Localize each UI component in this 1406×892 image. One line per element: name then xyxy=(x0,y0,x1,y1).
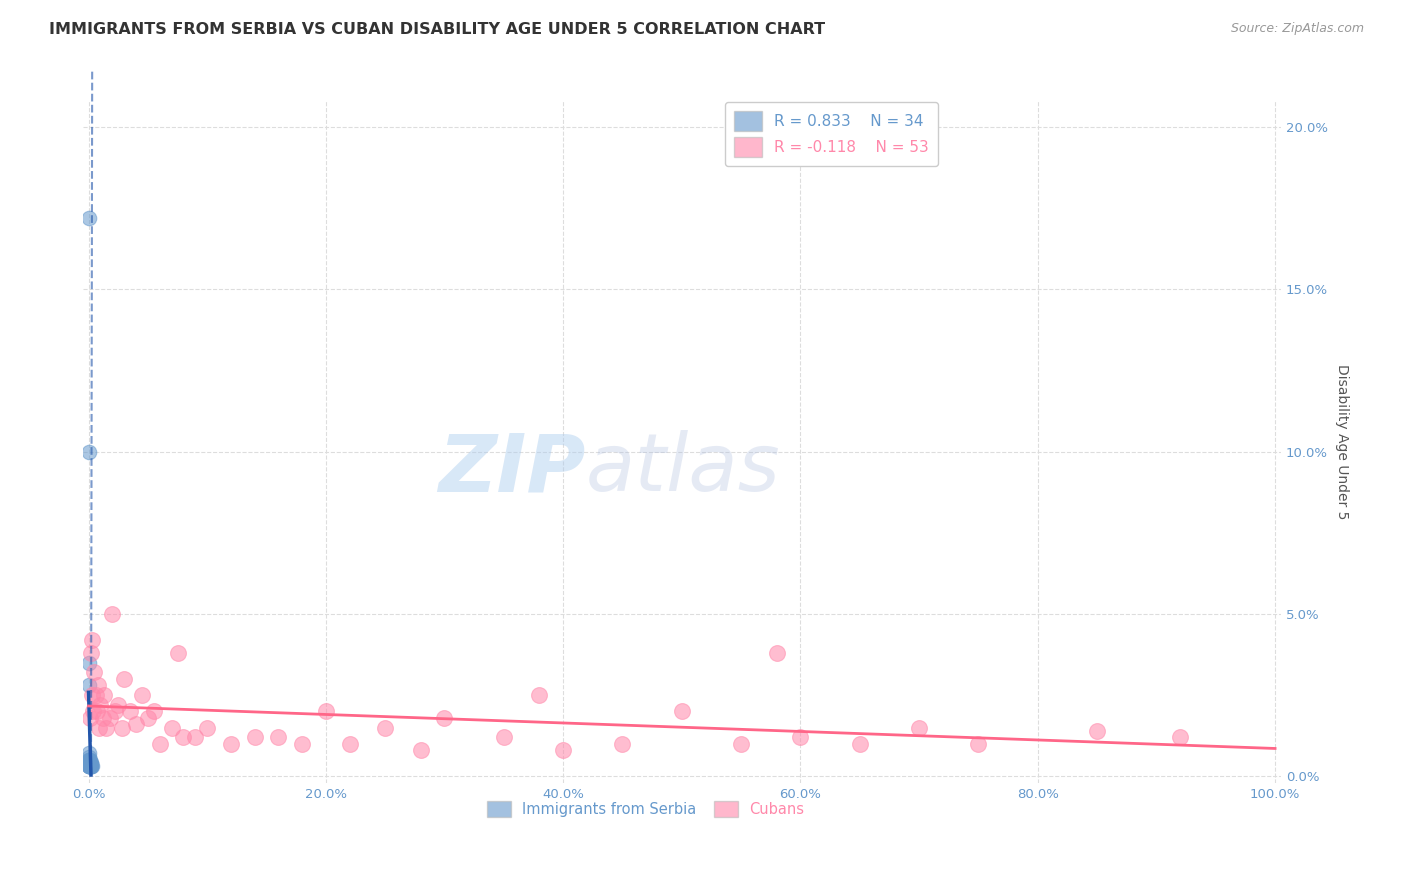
Point xyxy=(112,672,135,686)
Point xyxy=(79,759,101,773)
Point xyxy=(79,759,101,773)
Point xyxy=(87,678,110,692)
Point xyxy=(79,753,101,767)
Point xyxy=(83,665,105,680)
Point xyxy=(967,737,990,751)
Text: Source: ZipAtlas.com: Source: ZipAtlas.com xyxy=(1230,22,1364,36)
Point xyxy=(77,756,100,771)
Point xyxy=(77,678,100,692)
Point xyxy=(80,759,103,773)
Point xyxy=(553,743,575,757)
Point xyxy=(120,704,142,718)
Point xyxy=(77,753,100,767)
Y-axis label: Disability Age Under 5: Disability Age Under 5 xyxy=(1334,364,1348,520)
Point xyxy=(849,737,872,751)
Point xyxy=(89,698,111,712)
Point xyxy=(77,756,100,771)
Legend: Immigrants from Serbia, Cubans: Immigrants from Serbia, Cubans xyxy=(482,796,810,823)
Point xyxy=(172,731,194,745)
Point xyxy=(79,756,101,771)
Point xyxy=(80,756,103,771)
Point xyxy=(77,444,100,458)
Point xyxy=(79,759,101,773)
Point xyxy=(243,731,266,745)
Point xyxy=(84,688,107,702)
Point xyxy=(315,704,337,718)
Point xyxy=(529,688,551,702)
Point xyxy=(77,759,100,773)
Text: ZIP: ZIP xyxy=(439,430,586,508)
Point xyxy=(184,731,207,745)
Point xyxy=(79,756,101,771)
Point xyxy=(374,721,396,735)
Point xyxy=(267,731,290,745)
Point xyxy=(91,711,114,725)
Point xyxy=(77,759,100,773)
Point xyxy=(671,704,693,718)
Point xyxy=(765,646,787,660)
Point xyxy=(339,737,361,751)
Point xyxy=(79,759,101,773)
Point xyxy=(80,759,103,773)
Point xyxy=(79,759,101,773)
Point xyxy=(104,704,127,718)
Point xyxy=(77,759,100,773)
Point xyxy=(730,737,752,751)
Point xyxy=(79,756,101,771)
Point xyxy=(77,756,100,771)
Point xyxy=(789,731,811,745)
Text: atlas: atlas xyxy=(586,430,780,508)
Point xyxy=(77,211,100,225)
Point xyxy=(86,704,108,718)
Point xyxy=(79,711,101,725)
Point xyxy=(96,721,118,735)
Point xyxy=(80,759,103,773)
Point xyxy=(219,737,242,751)
Point xyxy=(101,607,124,621)
Point xyxy=(612,737,634,751)
Point xyxy=(433,711,456,725)
Point xyxy=(79,756,101,771)
Point xyxy=(136,711,159,725)
Point xyxy=(107,698,129,712)
Point xyxy=(79,753,101,767)
Point xyxy=(166,646,188,660)
Point xyxy=(93,688,115,702)
Point xyxy=(131,688,153,702)
Point xyxy=(142,704,165,718)
Point xyxy=(79,756,101,771)
Point xyxy=(77,749,100,764)
Point xyxy=(80,632,103,647)
Point xyxy=(98,711,121,725)
Point xyxy=(908,721,931,735)
Point xyxy=(125,717,148,731)
Point xyxy=(79,759,101,773)
Point xyxy=(79,759,101,773)
Point xyxy=(409,743,432,757)
Point xyxy=(89,721,111,735)
Point xyxy=(1085,723,1108,738)
Point xyxy=(195,721,218,735)
Point xyxy=(77,747,100,761)
Point xyxy=(77,753,100,767)
Point xyxy=(79,756,101,771)
Point xyxy=(149,737,172,751)
Text: IMMIGRANTS FROM SERBIA VS CUBAN DISABILITY AGE UNDER 5 CORRELATION CHART: IMMIGRANTS FROM SERBIA VS CUBAN DISABILI… xyxy=(49,22,825,37)
Point xyxy=(111,721,134,735)
Point xyxy=(80,759,103,773)
Point xyxy=(82,704,104,718)
Point xyxy=(291,737,314,751)
Point xyxy=(1168,731,1191,745)
Point xyxy=(492,731,515,745)
Point xyxy=(160,721,183,735)
Point xyxy=(77,656,100,670)
Point xyxy=(80,646,103,660)
Point xyxy=(80,688,103,702)
